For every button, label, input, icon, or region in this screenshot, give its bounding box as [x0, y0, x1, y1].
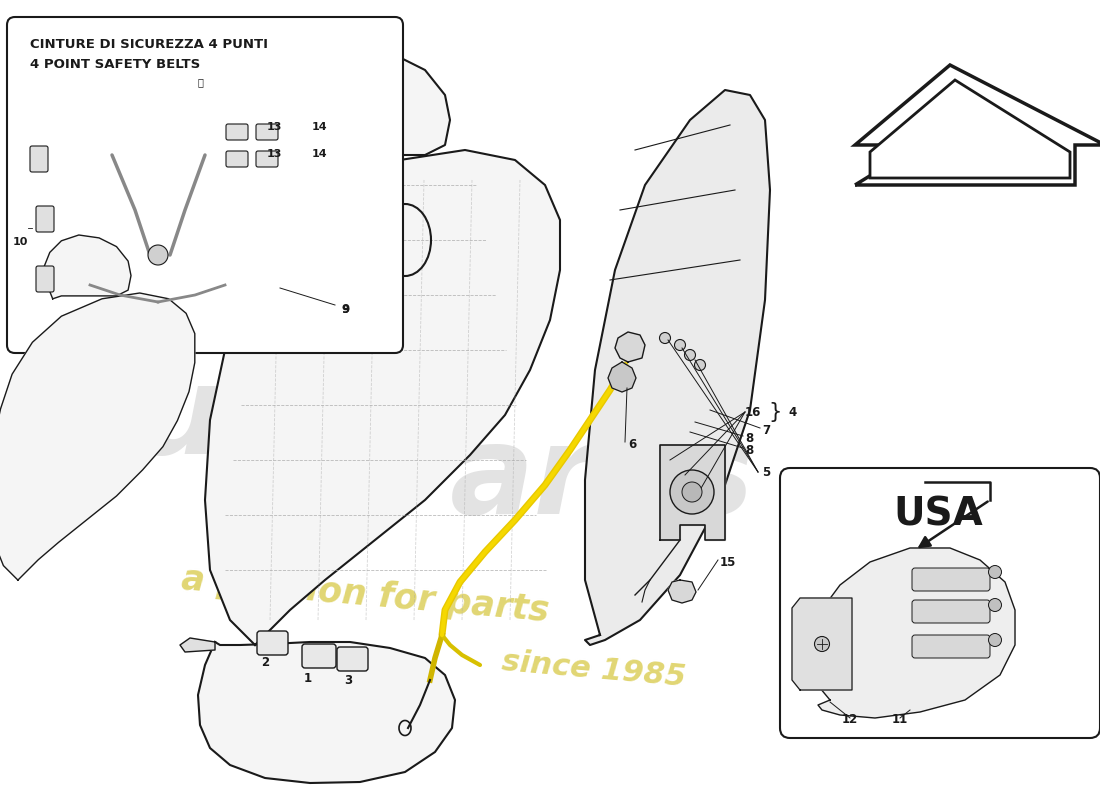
FancyBboxPatch shape: [36, 266, 54, 292]
FancyBboxPatch shape: [337, 647, 368, 671]
Text: 2: 2: [261, 655, 270, 669]
Text: 1: 1: [304, 671, 312, 685]
FancyBboxPatch shape: [912, 600, 990, 623]
FancyBboxPatch shape: [912, 568, 990, 591]
Text: 5: 5: [762, 466, 770, 478]
Text: 10: 10: [12, 237, 28, 247]
Polygon shape: [0, 293, 195, 580]
Text: 15: 15: [720, 555, 736, 569]
Text: 8: 8: [745, 443, 754, 457]
Text: CINTURE DI SICUREZZA 4 PUNTI: CINTURE DI SICUREZZA 4 PUNTI: [30, 38, 268, 51]
Text: 3: 3: [344, 674, 352, 686]
Text: 14: 14: [312, 149, 328, 159]
Polygon shape: [668, 580, 696, 603]
Text: 9: 9: [341, 305, 349, 315]
Circle shape: [684, 350, 695, 361]
Text: 8: 8: [745, 431, 754, 445]
Circle shape: [989, 566, 1001, 578]
Circle shape: [674, 339, 685, 350]
Text: 𝔉: 𝔉: [197, 77, 202, 87]
FancyBboxPatch shape: [226, 151, 248, 167]
Text: USA: USA: [893, 495, 983, 533]
FancyBboxPatch shape: [36, 206, 54, 232]
FancyBboxPatch shape: [912, 635, 990, 658]
Text: 4: 4: [788, 406, 796, 418]
Text: since 1985: since 1985: [500, 647, 686, 693]
Text: europ: europ: [50, 359, 461, 481]
Circle shape: [989, 634, 1001, 646]
Circle shape: [682, 482, 702, 502]
Polygon shape: [44, 235, 131, 299]
Text: 7: 7: [762, 423, 770, 437]
FancyBboxPatch shape: [257, 631, 288, 655]
Circle shape: [814, 637, 829, 651]
FancyBboxPatch shape: [780, 468, 1100, 738]
Text: a passion for parts: a passion for parts: [180, 562, 550, 628]
Polygon shape: [608, 362, 636, 392]
Text: 12: 12: [842, 713, 858, 726]
Text: 11: 11: [892, 713, 909, 726]
Text: 13: 13: [266, 122, 282, 132]
Polygon shape: [615, 332, 645, 362]
FancyBboxPatch shape: [7, 17, 403, 353]
Circle shape: [660, 333, 671, 343]
Polygon shape: [792, 598, 852, 690]
Polygon shape: [812, 548, 1015, 718]
Text: 14: 14: [312, 122, 328, 132]
Circle shape: [989, 598, 1001, 611]
Polygon shape: [660, 445, 725, 540]
Text: 16: 16: [745, 406, 761, 418]
FancyBboxPatch shape: [30, 146, 48, 172]
Polygon shape: [198, 642, 455, 783]
Text: }: }: [768, 402, 781, 422]
FancyBboxPatch shape: [226, 124, 248, 140]
Polygon shape: [180, 638, 214, 652]
Text: 9: 9: [341, 303, 349, 317]
FancyBboxPatch shape: [256, 151, 278, 167]
Text: 13: 13: [266, 149, 282, 159]
Polygon shape: [205, 150, 560, 645]
Text: ares: ares: [450, 419, 755, 541]
Polygon shape: [870, 80, 1070, 178]
Text: 6: 6: [628, 438, 636, 451]
Circle shape: [694, 359, 705, 370]
Polygon shape: [585, 90, 770, 645]
FancyBboxPatch shape: [256, 124, 278, 140]
Polygon shape: [300, 50, 450, 160]
Circle shape: [670, 470, 714, 514]
FancyBboxPatch shape: [302, 644, 336, 668]
Text: 4 POINT SAFETY BELTS: 4 POINT SAFETY BELTS: [30, 58, 200, 71]
Circle shape: [148, 245, 168, 265]
